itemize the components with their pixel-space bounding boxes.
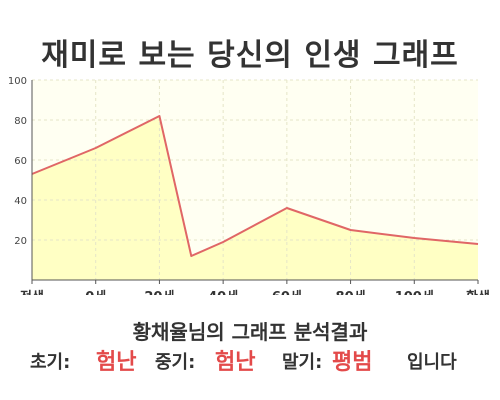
- x-tick-label: 환생: [466, 289, 490, 295]
- y-tick-label: 100: [8, 76, 27, 87]
- life-graph-chart: 20 40 60 80 100 전생 0세 20세 40세 60세 80세 100세 환생: [8, 76, 490, 295]
- y-tick-label: 40: [14, 196, 27, 207]
- y-tick-label: 60: [14, 156, 27, 167]
- early-stage-value: 험난: [96, 350, 137, 375]
- series-line: [31, 115, 479, 257]
- late-stage-label: 말기:: [282, 352, 323, 373]
- x-tick-label: 전생: [20, 289, 44, 295]
- x-tick-label: 60세: [272, 290, 302, 295]
- x-tick-label: 0세: [85, 290, 106, 295]
- mid-stage-value: 험난: [215, 350, 256, 375]
- early-stage-label: 초기:: [30, 352, 71, 373]
- result-suffix: 입니다: [407, 352, 457, 373]
- y-tick-label: 80: [14, 116, 27, 127]
- x-tick-label: 80세: [336, 290, 366, 295]
- y-tick-label: 20: [14, 236, 27, 247]
- x-tick-label: 100세: [395, 290, 434, 295]
- x-tick-label: 40세: [208, 290, 238, 295]
- analysis-result-title: 황채율님의 그래프 분석결과: [132, 320, 368, 344]
- mid-stage-label: 중기:: [155, 352, 196, 373]
- late-stage-value: 평범: [332, 350, 373, 375]
- page-title: 재미로 보는 당신의 인생 그래프: [41, 38, 459, 73]
- x-tick-label: 20세: [144, 290, 174, 295]
- area-fill: [32, 116, 478, 280]
